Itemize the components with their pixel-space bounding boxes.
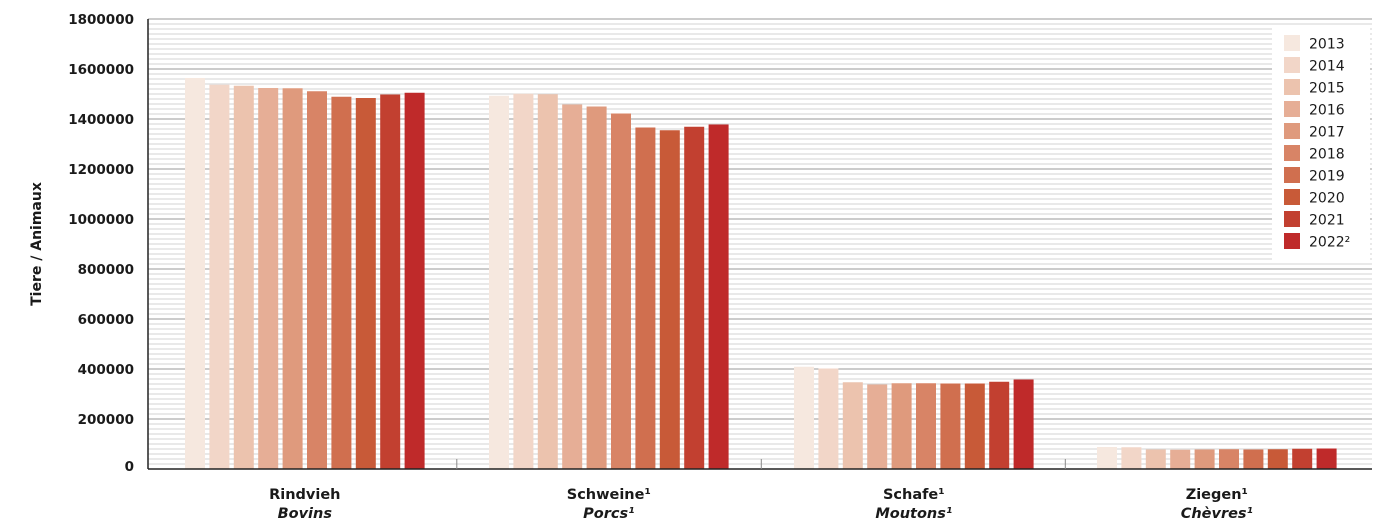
legend-swatch xyxy=(1284,35,1300,51)
y-tick-label: 1800000 xyxy=(68,12,134,28)
legend-swatch xyxy=(1284,167,1300,183)
legend-label: 2016 xyxy=(1309,103,1345,119)
legend-swatch xyxy=(1284,189,1300,205)
bar xyxy=(1170,449,1191,469)
bar xyxy=(867,384,888,469)
legend-swatch xyxy=(1284,123,1300,139)
y-axis-title: Tiere / Animaux xyxy=(29,182,45,306)
bar xyxy=(586,106,607,469)
bar xyxy=(1243,449,1264,469)
category-label: Ziegen¹ xyxy=(1186,487,1248,503)
bar xyxy=(282,88,303,469)
category-label-fr: Porcs¹ xyxy=(583,506,634,522)
category-label: Schafe¹ xyxy=(883,487,945,503)
y-tick-label: 1000000 xyxy=(68,212,134,228)
bar xyxy=(562,104,583,469)
legend-label: 2014 xyxy=(1309,59,1345,75)
bar xyxy=(940,383,961,469)
bar xyxy=(842,382,863,469)
bar xyxy=(1121,447,1142,469)
legend: 2013 2014 2015 2016 2017 2018 2019 2020 2021 2022… xyxy=(1272,26,1370,260)
bar xyxy=(331,96,352,469)
bar xyxy=(1097,447,1117,469)
legend-label: 2021 xyxy=(1309,213,1345,229)
gridlines xyxy=(148,18,1372,465)
bar xyxy=(964,383,985,469)
legend-swatch xyxy=(1284,211,1300,227)
bar xyxy=(209,84,230,469)
category-label-fr: Bovins xyxy=(278,506,333,522)
y-tick-label: 200000 xyxy=(78,412,134,428)
y-tick-label: 1200000 xyxy=(68,162,134,178)
category-label-fr: Chèvres¹ xyxy=(1181,506,1253,522)
y-tick-label: 800000 xyxy=(78,262,134,278)
bar xyxy=(1267,449,1288,469)
legend-label: 2022² xyxy=(1309,235,1350,251)
category-label: Schweine¹ xyxy=(567,487,651,503)
bar xyxy=(916,383,936,469)
bar xyxy=(635,127,656,469)
legend-label: 2013 xyxy=(1309,37,1345,53)
y-tick-label: 0 xyxy=(125,459,134,475)
bar xyxy=(355,98,376,469)
y-tick-label: 600000 xyxy=(78,312,134,328)
legend-swatch xyxy=(1284,101,1300,117)
bar xyxy=(611,113,631,469)
bar xyxy=(489,95,509,469)
legend-label: 2015 xyxy=(1309,81,1345,97)
bar xyxy=(233,85,254,469)
y-tick-label: 1400000 xyxy=(68,112,134,128)
bar xyxy=(307,91,327,469)
bar xyxy=(185,78,205,469)
bar xyxy=(1219,449,1239,469)
bar xyxy=(513,93,534,469)
bar xyxy=(1292,448,1313,469)
bar xyxy=(794,366,814,469)
bar xyxy=(1145,449,1166,469)
legend-swatch xyxy=(1284,79,1300,95)
axes: 0 200000 400000 600000 800000 1000000 1200000 1… xyxy=(29,12,1372,522)
bar xyxy=(989,381,1010,469)
legend-label: 2020 xyxy=(1309,191,1345,207)
legend-swatch xyxy=(1284,233,1300,249)
bar xyxy=(708,124,729,469)
y-tick-label: 400000 xyxy=(78,362,134,378)
y-tick-label: 1600000 xyxy=(68,62,134,78)
legend-swatch xyxy=(1284,145,1300,161)
bar xyxy=(1194,449,1215,469)
bar xyxy=(684,126,705,469)
bar xyxy=(1316,448,1337,469)
category-label-fr: Moutons¹ xyxy=(875,506,952,522)
bar xyxy=(818,368,839,469)
legend-swatch xyxy=(1284,57,1300,73)
bar xyxy=(891,383,912,469)
category-label: Rindvieh xyxy=(269,487,340,503)
bar xyxy=(404,92,425,469)
legend-label: 2018 xyxy=(1309,147,1345,163)
bars xyxy=(185,78,1337,469)
bar xyxy=(659,130,680,469)
legend-label: 2017 xyxy=(1309,125,1345,141)
bar xyxy=(380,94,401,469)
bar xyxy=(258,88,279,469)
bar xyxy=(1013,379,1034,469)
legend-label: 2019 xyxy=(1309,169,1345,185)
bar xyxy=(537,94,558,469)
